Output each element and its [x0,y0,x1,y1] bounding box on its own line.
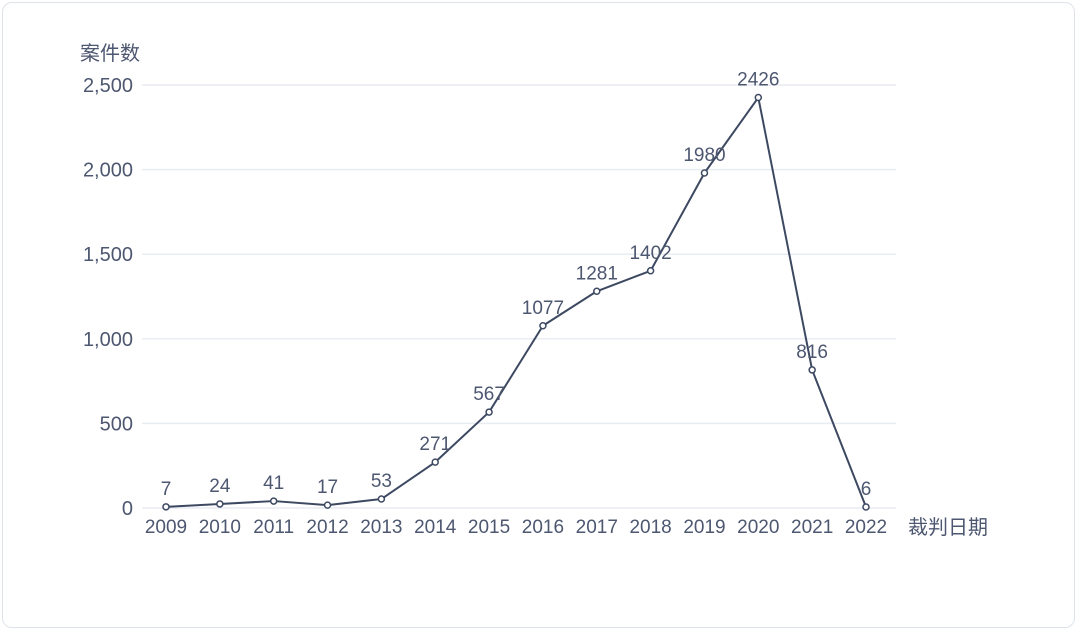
data-point-marker [162,503,170,511]
y-tick-label: 2,000 [83,160,133,182]
data-point-marker [646,267,655,275]
data-point-label: 6 [861,479,872,500]
y-axis-title: 案件数 [80,42,140,65]
data-point-label: 271 [419,434,451,455]
x-tick-label: 2009 [145,517,187,538]
data-point-marker [377,495,386,503]
x-axis-title: 裁判日期 [908,516,988,539]
data-point-label: 2426 [737,70,779,91]
data-point-label: 1402 [629,243,671,264]
x-tick-label: 2019 [683,517,725,538]
data-point-label: 816 [796,342,828,363]
y-tick-label: 1,000 [83,329,133,351]
x-tick-label: 2015 [468,517,510,538]
data-point-marker [539,322,547,330]
label-layer: 7 24 41 17 53 271 567 1077 1281 1402 1980 2426 816 6 [161,70,872,500]
x-tick-label: 2014 [414,517,457,538]
data-point-marker [593,287,601,296]
series-layer [162,93,870,511]
y-tick-label: 1,500 [83,244,133,266]
data-point-label: 53 [371,471,392,492]
data-point-label: 1281 [576,263,618,284]
data-point-marker [216,500,224,508]
data-point-marker [754,93,763,102]
data-point-marker [700,169,709,177]
x-tick-label: 2013 [360,517,402,538]
data-point-label: 17 [317,477,338,498]
grid-layer [142,84,896,509]
data-point-label: 1980 [683,145,725,166]
x-tick-label: 2016 [522,517,564,538]
y-tick-label: 2,500 [83,75,133,97]
data-point-label: 41 [263,473,284,494]
x-tick-label: 2012 [306,517,348,538]
y-tick-label: 0 [122,498,133,520]
data-point-marker [323,501,332,509]
data-point-marker [431,458,439,466]
data-point-marker [485,408,493,416]
data-point-label: 1077 [522,298,564,319]
axis-layer: 0 500 1,000 1,500 2,000 2,500 2009 2010 2011 2012… [83,75,887,538]
x-tick-label: 2011 [253,517,294,538]
x-tick-label: 2010 [199,517,241,538]
x-tick-label: 2022 [845,517,887,538]
x-tick-label: 2018 [629,517,671,538]
data-point-marker [269,497,278,505]
data-point-label: 567 [473,384,505,405]
x-tick-label: 2020 [737,517,779,538]
x-tick-label: 2017 [576,517,618,538]
data-point-marker [862,503,870,511]
x-tick-label: 2021 [791,517,833,538]
data-point-label: 24 [209,476,231,497]
line-series [165,96,867,508]
data-point-label: 7 [161,479,172,500]
data-point-marker [808,366,816,374]
y-tick-label: 500 [100,413,133,435]
